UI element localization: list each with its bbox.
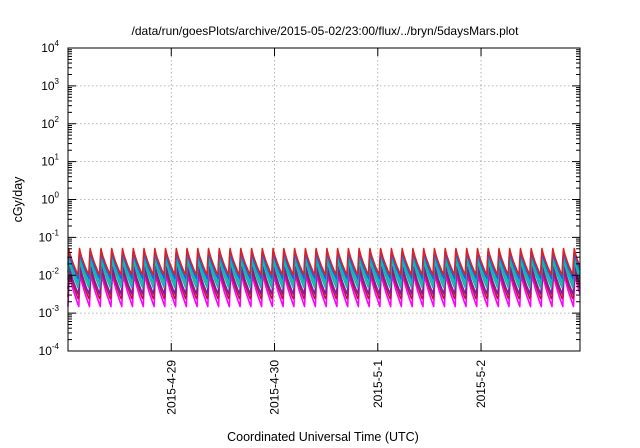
x-tick-label: 2015-4-30 — [268, 360, 282, 415]
y-tick-label: 103 — [41, 77, 59, 93]
axis-ticks: 10-4 10-3 10-2 10-1 100 101 102 103 104 2015-4-29… — [39, 39, 580, 415]
x-tick-label: 2015-5-2 — [474, 360, 488, 408]
x-axis-label: Coordinated Universal Time (UTC) — [227, 430, 419, 444]
series-group — [67, 247, 581, 308]
chart-title: /data/run/goesPlots/archive/2015-05-02/2… — [132, 24, 520, 38]
series-line — [67, 250, 581, 280]
series-line — [67, 247, 581, 276]
series-line — [67, 265, 581, 295]
series-line — [67, 260, 581, 289]
y-tick-label: 101 — [41, 153, 59, 169]
y-tick-label: 100 — [41, 191, 59, 207]
grid-lines — [68, 48, 580, 351]
y-tick-label: 10-1 — [39, 228, 60, 244]
y-tick-label: 104 — [41, 39, 59, 55]
series-line — [67, 255, 581, 284]
x-tick-label: 2015-5-1 — [371, 360, 385, 408]
y-tick-label: 10-3 — [39, 304, 60, 320]
series-line — [67, 272, 581, 308]
x-tick-label: 2015-4-29 — [164, 360, 178, 415]
y-tick-label: 10-2 — [39, 266, 60, 282]
y-axis-label: cGy/day — [11, 176, 25, 223]
series-line — [67, 269, 581, 300]
y-tick-label: 10-4 — [39, 342, 60, 358]
y-tick-label: 102 — [41, 115, 59, 131]
